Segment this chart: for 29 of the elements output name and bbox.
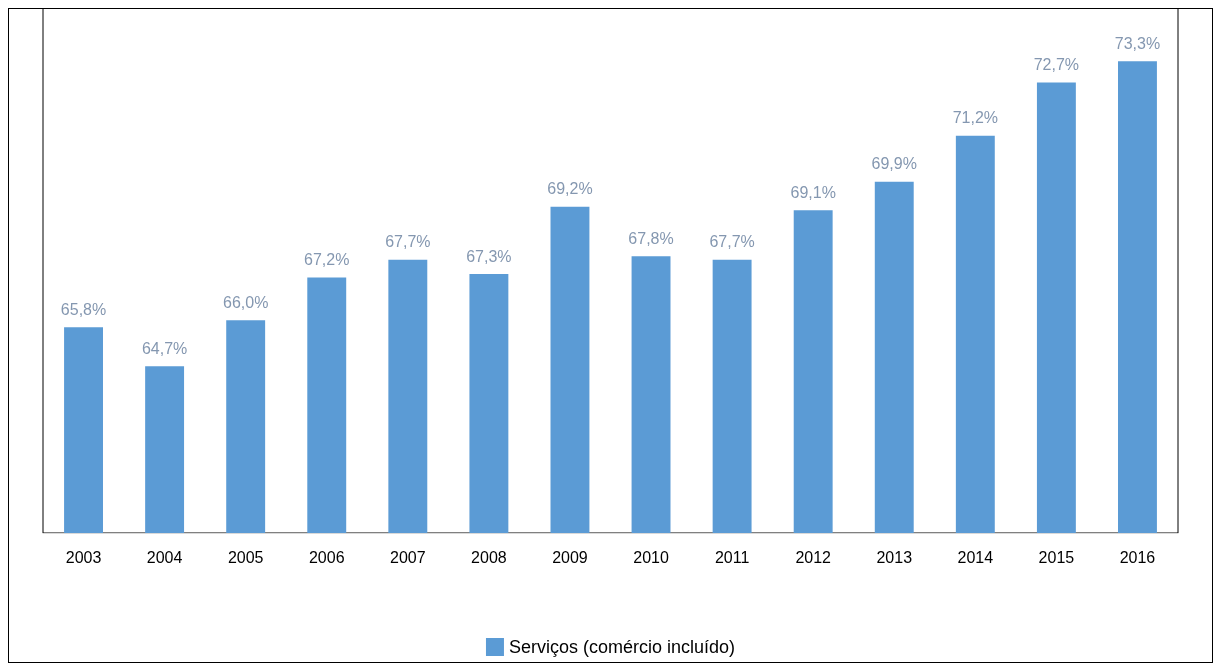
data-label: 69,9% — [871, 155, 917, 173]
data-label: 67,7% — [385, 233, 431, 251]
x-tick-label: 2014 — [957, 548, 994, 566]
data-label: 72,7% — [1033, 55, 1080, 73]
data-label: 67,7% — [709, 233, 755, 251]
x-tick-label: 2016 — [1119, 548, 1156, 566]
x-tick-label: 2013 — [876, 548, 913, 566]
x-tick-label: 2003 — [65, 548, 102, 566]
x-tick-label: 2009 — [552, 548, 588, 566]
data-label: 67,2% — [304, 251, 350, 269]
x-tick-label: 2005 — [227, 548, 264, 566]
x-tick-label: 2006 — [308, 548, 345, 566]
x-tick-label: 2007 — [390, 548, 426, 566]
data-label: 69,2% — [547, 180, 593, 198]
data-label: 73,3% — [1114, 34, 1161, 52]
legend-label: Serviços (comércio incluído) — [508, 637, 736, 657]
data-label: 64,7% — [141, 339, 188, 357]
x-tick-label: 2004 — [146, 548, 183, 566]
data-label: 67,3% — [466, 247, 512, 265]
data-label: 71,2% — [952, 109, 999, 127]
data-label: 67,8% — [628, 229, 674, 247]
data-label: 66,0% — [222, 293, 269, 311]
x-tick-label: 2012 — [795, 548, 832, 566]
x-tick-label: 2010 — [633, 548, 669, 566]
data-label: 65,8% — [60, 300, 107, 318]
x-tick-label: 2015 — [1038, 548, 1075, 566]
data-label: 69,1% — [790, 183, 836, 201]
x-tick-label: 2011 — [714, 548, 750, 566]
x-tick-label: 2008 — [471, 548, 507, 566]
